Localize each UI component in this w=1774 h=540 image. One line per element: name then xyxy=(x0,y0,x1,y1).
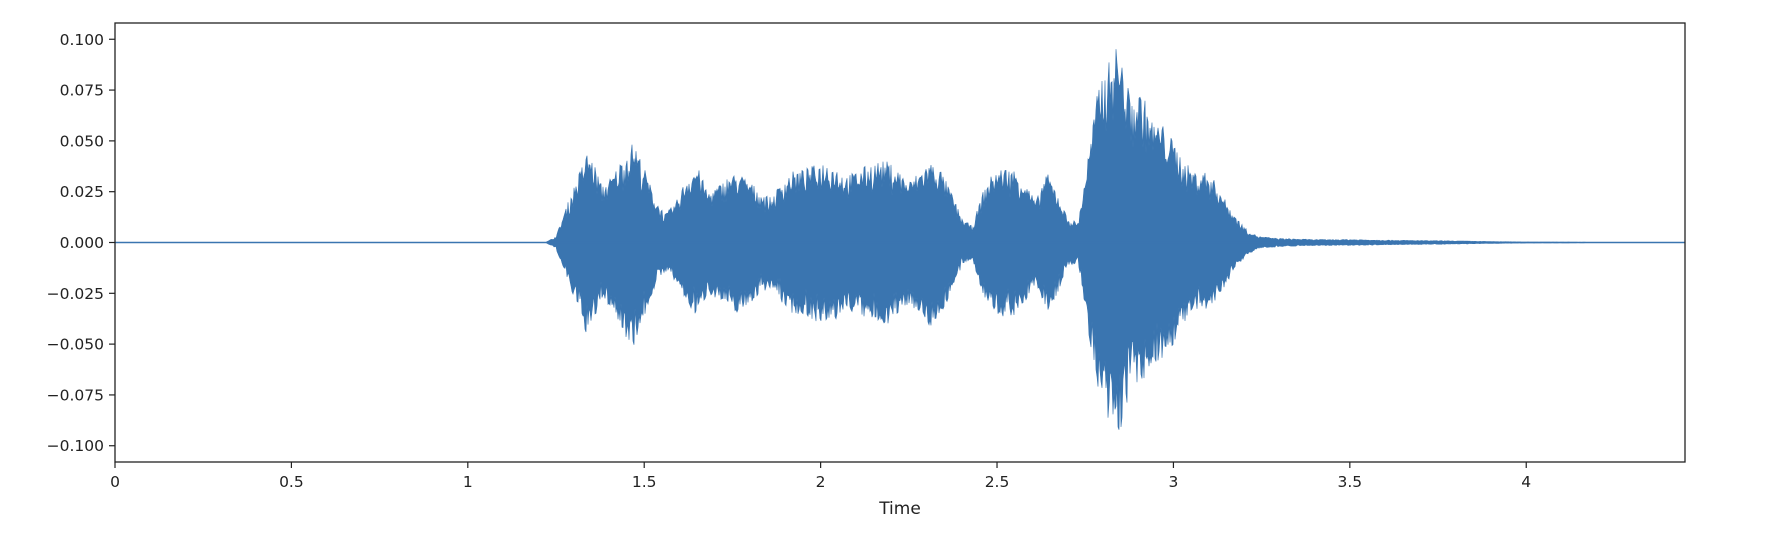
y-tick-label: −0.050 xyxy=(47,336,104,354)
waveform-envelope xyxy=(115,49,1685,430)
x-axis: 0 0.5 1 1.5 2 2.5 3 3.5 4 xyxy=(110,462,1531,491)
y-tick-label: 0.050 xyxy=(60,132,104,150)
x-axis-label: Time xyxy=(878,499,921,519)
x-tick-label: 1 xyxy=(463,473,473,491)
x-tick-label: 2.5 xyxy=(985,473,1010,491)
y-tick-label: 0.000 xyxy=(60,234,104,252)
y-tick-label: −0.100 xyxy=(47,437,104,455)
y-tick-label: 0.100 xyxy=(60,31,104,49)
x-tick-label: 1.5 xyxy=(632,473,657,491)
x-tick-label: 3 xyxy=(1168,473,1178,491)
y-tick-label: 0.075 xyxy=(60,82,104,100)
x-tick-label: 0.5 xyxy=(279,473,304,491)
y-tick-label: −0.075 xyxy=(47,386,104,404)
x-tick-label: 3.5 xyxy=(1338,473,1363,491)
y-tick-label: −0.025 xyxy=(47,285,104,303)
y-axis: 0.100 0.075 0.050 0.025 0.000 −0.025 −0.050 −0.… xyxy=(47,31,115,455)
plot-area xyxy=(115,49,1685,430)
x-tick-label: 0 xyxy=(110,473,120,491)
x-tick-label: 2 xyxy=(816,473,826,491)
x-tick-label: 4 xyxy=(1521,473,1531,491)
y-tick-label: 0.025 xyxy=(60,183,104,201)
